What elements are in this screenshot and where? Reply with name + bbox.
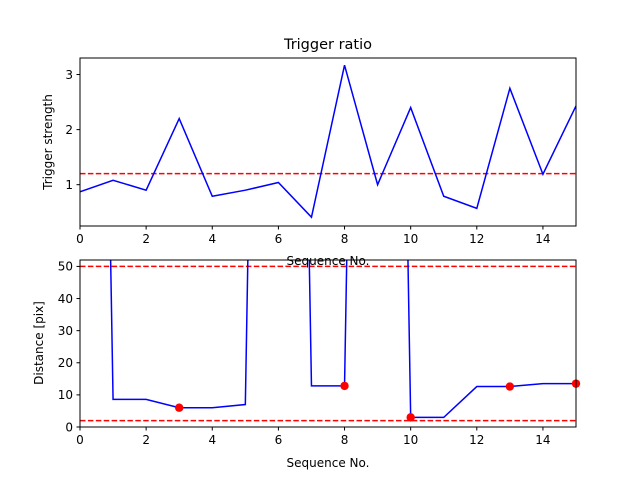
x-axis-label: Sequence No. (287, 456, 370, 470)
y-tick-label: 1 (65, 178, 73, 192)
y-tick-label: 40 (58, 292, 73, 306)
x-axis-label: Sequence No. (287, 254, 370, 268)
chart-title: Trigger ratio (283, 37, 372, 53)
x-tick-label: 12 (469, 232, 484, 246)
data-point (505, 382, 515, 391)
x-tick-label: 6 (275, 433, 283, 447)
data-point (406, 413, 415, 422)
plot-frame (79, 259, 577, 428)
x-tick-label: 8 (341, 232, 349, 246)
y-tick-label: 30 (58, 324, 73, 338)
x-tick-label: 0 (76, 433, 84, 447)
distance-chart: 0 2 4 6 8 10 12 14 0 10 20 30 40 50 Sequence No. Dis… (32, 259, 581, 470)
series-line (109, 260, 576, 419)
data-point (340, 381, 349, 391)
y-axis-label: Distance [pix] (32, 301, 46, 385)
x-tick-label: 6 (275, 232, 283, 246)
series-line (80, 64, 576, 219)
y-tick-label: 2 (65, 123, 73, 137)
x-tick-label: 2 (142, 232, 150, 246)
x-tick-label: 2 (142, 433, 150, 447)
plot-frame (79, 57, 577, 227)
trigger-ratio-chart: Trigger ratio 0 2 4 6 8 10 12 14 123 Sequence N… (41, 37, 577, 268)
y-tick-label: 3 (65, 68, 73, 82)
y-tick-label: 0 (65, 420, 73, 434)
x-tick-label: 4 (208, 232, 216, 246)
y-axis-label: Trigger strength (41, 94, 55, 191)
y-tick-label: 20 (58, 356, 73, 370)
x-tick-label: 14 (535, 433, 550, 447)
x-tick-label: 10 (403, 232, 418, 246)
x-tick-label: 4 (208, 433, 216, 447)
x-tick-label: 0 (76, 232, 84, 246)
x-tick-label: 10 (403, 433, 418, 447)
y-tick-label: 10 (58, 388, 73, 402)
x-tick-label: 12 (469, 433, 484, 447)
y-tick-label: 50 (58, 260, 73, 274)
data-point (175, 403, 184, 412)
x-tick-label: 8 (341, 433, 349, 447)
x-tick-label: 14 (535, 232, 550, 246)
